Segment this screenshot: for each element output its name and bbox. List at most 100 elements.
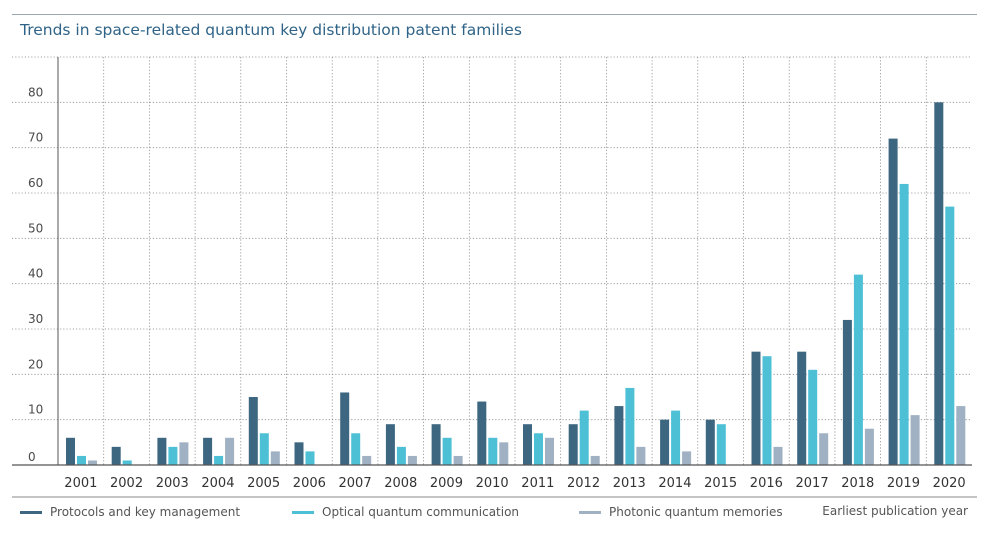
x-tick-label: 2003 bbox=[156, 476, 189, 491]
x-tick-label: 2017 bbox=[796, 476, 829, 491]
y-tick-label: 20 bbox=[28, 357, 43, 371]
y-tick-label: 80 bbox=[28, 85, 43, 99]
bar bbox=[614, 406, 624, 465]
x-tick-label: 2019 bbox=[887, 476, 920, 491]
bar bbox=[225, 437, 235, 465]
bar bbox=[945, 206, 955, 465]
bar bbox=[590, 455, 600, 465]
bar bbox=[442, 437, 452, 465]
y-tick-label: 50 bbox=[28, 221, 43, 235]
bar bbox=[259, 433, 269, 465]
bar bbox=[660, 419, 670, 465]
x-tick-label: 2008 bbox=[384, 476, 417, 491]
bar bbox=[111, 446, 121, 465]
bar bbox=[956, 406, 966, 465]
legend: Protocols and key management Optical qua… bbox=[20, 504, 805, 520]
legend-label: Protocols and key management bbox=[50, 505, 241, 519]
bar bbox=[294, 442, 304, 465]
x-tick-label: 2007 bbox=[339, 476, 372, 491]
bar bbox=[797, 351, 807, 465]
bar bbox=[453, 455, 463, 465]
y-tick-label: 10 bbox=[28, 403, 43, 417]
x-axis-label: Earliest publication year bbox=[822, 504, 968, 518]
bar bbox=[122, 460, 132, 465]
bar bbox=[671, 410, 681, 465]
legend-item: Photonic quantum memories bbox=[579, 505, 783, 519]
x-tick-label: 2013 bbox=[613, 476, 646, 491]
x-tick-label: 2005 bbox=[247, 476, 280, 491]
bar bbox=[385, 424, 395, 465]
bar bbox=[396, 446, 406, 465]
bar bbox=[407, 455, 417, 465]
bar bbox=[568, 424, 578, 465]
bar bbox=[305, 451, 315, 465]
bar bbox=[214, 455, 224, 465]
bar bbox=[819, 433, 829, 465]
legend-swatch bbox=[292, 510, 315, 514]
legend-swatch bbox=[579, 510, 602, 514]
bar bbox=[362, 455, 372, 465]
bar bbox=[523, 424, 532, 465]
bar bbox=[899, 183, 909, 465]
x-tick-label: 2006 bbox=[293, 476, 326, 491]
bar bbox=[248, 397, 258, 465]
bar bbox=[864, 428, 874, 465]
bar bbox=[682, 451, 692, 465]
bar bbox=[751, 351, 761, 465]
x-tick-label: 2009 bbox=[430, 476, 463, 491]
legend-label: Photonic quantum memories bbox=[609, 505, 783, 519]
chart-title: Trends in space-related quantum key dist… bbox=[20, 21, 522, 39]
bar bbox=[545, 437, 554, 465]
bar bbox=[842, 319, 852, 465]
x-tick-label: 2016 bbox=[750, 476, 783, 491]
bar bbox=[179, 442, 189, 465]
bar bbox=[636, 446, 646, 465]
bar bbox=[716, 424, 726, 465]
bar bbox=[157, 437, 167, 465]
bar bbox=[808, 369, 818, 465]
x-tick-label: 2018 bbox=[841, 476, 874, 491]
bar bbox=[351, 433, 361, 465]
x-tick-label: 2001 bbox=[64, 476, 97, 491]
bar bbox=[340, 392, 350, 465]
x-tick-label: 2014 bbox=[658, 476, 691, 491]
bar bbox=[77, 455, 86, 465]
y-tick-label: 0 bbox=[28, 450, 36, 464]
bar bbox=[477, 401, 487, 465]
x-tick-label: 2002 bbox=[110, 476, 143, 491]
bar bbox=[203, 437, 213, 465]
bar bbox=[934, 102, 944, 465]
legend-swatch bbox=[20, 510, 42, 514]
bar bbox=[773, 446, 783, 465]
bar bbox=[910, 415, 920, 465]
bar bbox=[762, 356, 772, 465]
legend-item: Optical quantum communication bbox=[292, 505, 519, 519]
y-tick-label: 60 bbox=[28, 176, 43, 190]
y-tick-label: 70 bbox=[28, 131, 43, 145]
legend-item: Protocols and key management bbox=[20, 505, 240, 519]
bar bbox=[88, 460, 97, 465]
x-tick-label: 2020 bbox=[933, 476, 966, 491]
bar bbox=[853, 274, 863, 465]
x-tick-label: 2012 bbox=[567, 476, 600, 491]
y-tick-label: 40 bbox=[28, 267, 43, 281]
x-tick-label: 2011 bbox=[521, 476, 554, 491]
bar bbox=[168, 446, 178, 465]
bar bbox=[431, 424, 441, 465]
top-rule bbox=[12, 14, 977, 15]
y-tick-label: 30 bbox=[28, 312, 43, 326]
bar bbox=[488, 437, 498, 465]
x-tick-label: 2004 bbox=[201, 476, 234, 491]
x-tick-label: 2010 bbox=[476, 476, 509, 491]
x-tick-label: 2015 bbox=[704, 476, 737, 491]
legend-label: Optical quantum communication bbox=[322, 505, 520, 519]
bar bbox=[499, 442, 509, 465]
bar bbox=[625, 387, 635, 465]
bar bbox=[705, 419, 715, 465]
bar bbox=[66, 437, 75, 465]
bar bbox=[888, 138, 898, 465]
bar bbox=[534, 433, 543, 465]
bar bbox=[579, 410, 589, 465]
bar bbox=[270, 451, 280, 465]
